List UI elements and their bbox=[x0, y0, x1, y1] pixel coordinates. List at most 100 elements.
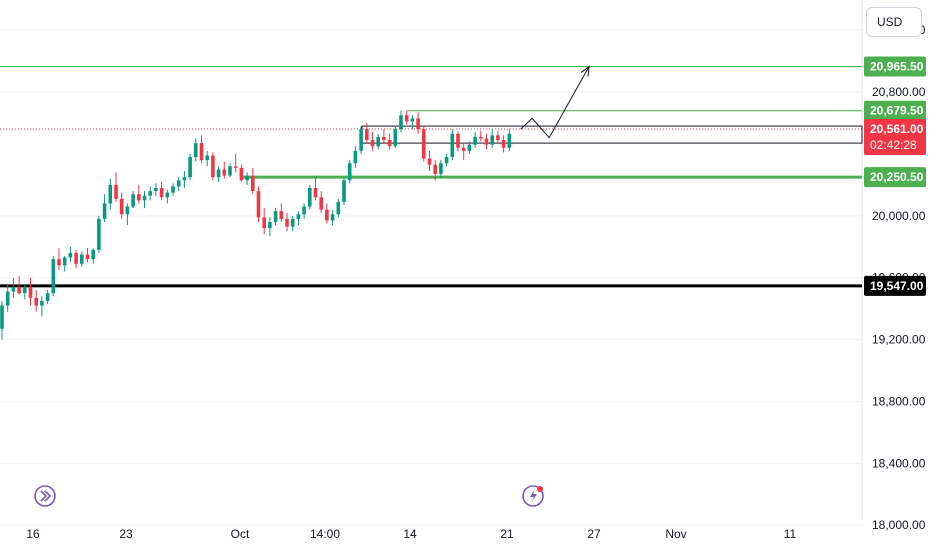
candles bbox=[0, 110, 512, 340]
candle-body bbox=[57, 259, 61, 266]
candle bbox=[205, 150, 209, 167]
candle-body bbox=[51, 259, 56, 294]
candle bbox=[501, 135, 506, 153]
candle-body bbox=[148, 191, 152, 196]
candle bbox=[456, 130, 460, 151]
candle bbox=[23, 283, 27, 300]
x-tick-label: 14:00 bbox=[310, 527, 340, 541]
candle-body bbox=[233, 166, 238, 168]
price-badge-bg bbox=[864, 56, 926, 77]
candle bbox=[427, 150, 432, 171]
candle bbox=[422, 126, 426, 162]
candle bbox=[62, 256, 67, 272]
candle-body bbox=[444, 157, 449, 164]
candle bbox=[85, 248, 90, 263]
candle bbox=[0, 300, 4, 340]
candle-body bbox=[501, 140, 506, 148]
candle-body bbox=[154, 187, 158, 192]
candle-body bbox=[433, 164, 437, 175]
candle-body bbox=[473, 136, 477, 145]
horizontal-levels bbox=[0, 65, 863, 288]
candle bbox=[313, 175, 318, 201]
y-axis: 21,200.0020,800.0020,000.0019,600.0019,2… bbox=[861, 0, 926, 532]
candle-body bbox=[142, 195, 147, 201]
candle bbox=[342, 177, 346, 205]
go-to-realtime-icon[interactable] bbox=[34, 485, 56, 507]
candle bbox=[74, 249, 78, 269]
candle bbox=[444, 153, 449, 167]
candle bbox=[245, 172, 249, 185]
candle bbox=[125, 203, 130, 226]
candle-body bbox=[108, 184, 113, 204]
candle-body bbox=[313, 187, 318, 198]
candle-body bbox=[165, 192, 170, 198]
candle bbox=[199, 135, 204, 164]
candle-body bbox=[393, 129, 398, 147]
candle-body bbox=[216, 169, 221, 178]
currency-selector[interactable]: USD bbox=[866, 7, 922, 37]
candle-body bbox=[182, 177, 187, 181]
candle-body bbox=[68, 252, 73, 258]
candle bbox=[479, 130, 483, 142]
candle-body bbox=[102, 203, 107, 219]
candle-body bbox=[382, 136, 386, 141]
candle bbox=[347, 160, 352, 184]
price-badge: 20,679.50 bbox=[864, 100, 926, 121]
candle bbox=[325, 203, 329, 224]
price-badge: 20,250.50 bbox=[864, 167, 926, 188]
candle-body bbox=[176, 180, 181, 187]
candle-body bbox=[342, 180, 346, 202]
candle bbox=[296, 211, 301, 226]
price-badge-label: 20,965.50 bbox=[870, 59, 924, 73]
candle bbox=[137, 184, 141, 204]
candle bbox=[222, 161, 227, 179]
candle-body bbox=[40, 300, 44, 306]
candle-body bbox=[17, 286, 21, 294]
candle-body bbox=[325, 209, 329, 221]
y-tick-label: 18,000.00 bbox=[872, 518, 926, 532]
candle bbox=[496, 130, 500, 144]
y-tick-label: 18,800.00 bbox=[872, 394, 926, 408]
candle bbox=[233, 153, 238, 173]
candle-body bbox=[302, 206, 306, 215]
candle-body bbox=[422, 129, 426, 159]
candle-body bbox=[80, 254, 84, 264]
candle-body bbox=[199, 143, 204, 161]
event-bolt-icon-shape bbox=[530, 489, 537, 503]
y-tick-label: 18,400.00 bbox=[872, 456, 926, 470]
event-bolt-icon[interactable] bbox=[522, 485, 544, 507]
candle bbox=[387, 133, 392, 150]
price-badge-label: 19,547.00 bbox=[870, 279, 924, 293]
x-tick-label: 16 bbox=[26, 527, 40, 541]
currency-label: USD bbox=[877, 15, 903, 29]
candle bbox=[467, 141, 472, 154]
candle bbox=[290, 215, 295, 232]
candle-body bbox=[159, 187, 164, 198]
candle bbox=[302, 203, 306, 219]
candle bbox=[34, 290, 38, 312]
x-axis: 16 23 Oct 14:00 14 21 27 Nov 11 bbox=[26, 527, 796, 541]
candle-body bbox=[387, 140, 392, 147]
x-tick-label: Oct bbox=[231, 527, 250, 541]
candle-body bbox=[450, 133, 455, 158]
forecast-arrowhead bbox=[580, 65, 590, 77]
candle-body bbox=[376, 136, 380, 147]
candle-body bbox=[239, 167, 244, 181]
candle-body bbox=[125, 206, 130, 215]
y-tick-label: 20,000.00 bbox=[872, 209, 926, 223]
candle-body bbox=[28, 286, 33, 298]
candle bbox=[251, 167, 255, 195]
candle-body bbox=[399, 115, 403, 130]
candle-body bbox=[62, 257, 67, 266]
candle-body bbox=[251, 175, 255, 192]
candle-body bbox=[194, 143, 198, 158]
forecast-path bbox=[520, 66, 590, 139]
candle-body bbox=[119, 198, 124, 215]
candle bbox=[268, 217, 272, 236]
price-badge-label: 20,250.50 bbox=[870, 170, 924, 184]
candle bbox=[188, 153, 192, 181]
candle bbox=[256, 186, 261, 223]
candle bbox=[57, 248, 61, 270]
